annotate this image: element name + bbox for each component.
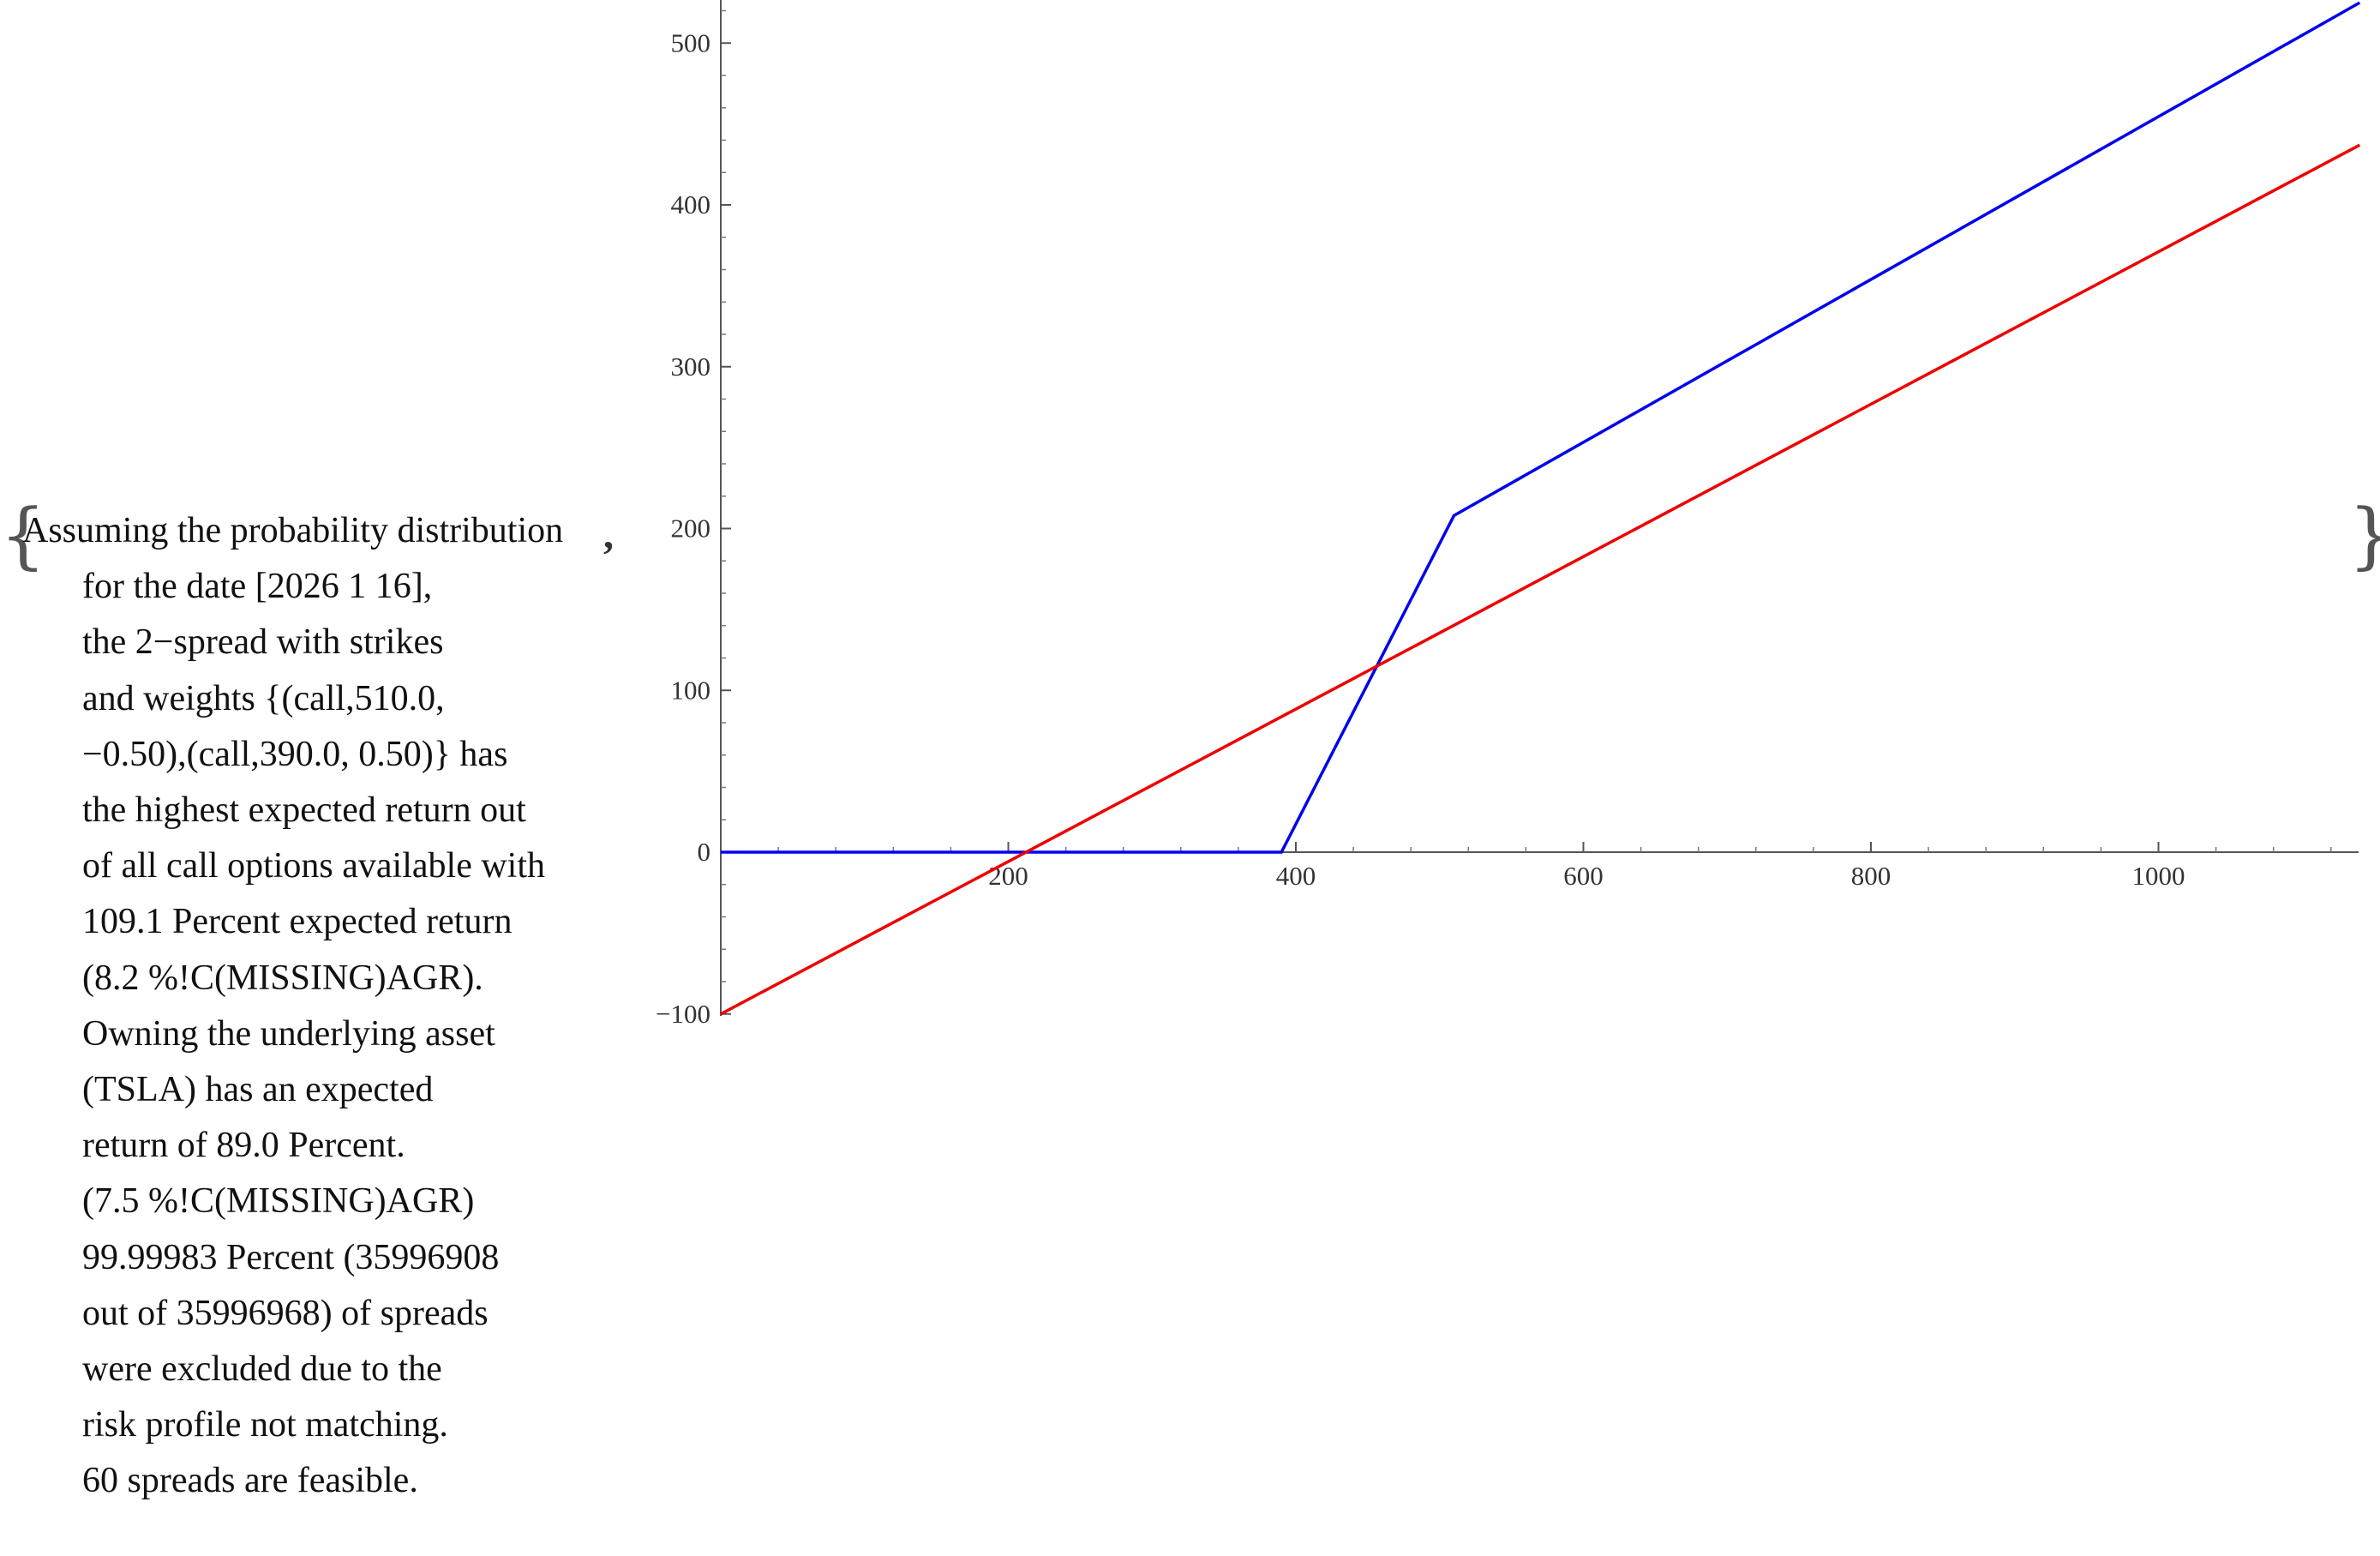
comma-separator: , bbox=[603, 512, 614, 557]
x-tick-label: 1000 bbox=[2132, 861, 2185, 891]
text-line-6: the highest expected return out bbox=[82, 790, 526, 831]
x-tick-label: 400 bbox=[1276, 861, 1316, 891]
close-brace: } bbox=[2348, 499, 2380, 571]
text-line-11: (TSLA) has an expected bbox=[82, 1070, 434, 1110]
text-line-4: and weights {(call,510.0, bbox=[82, 678, 445, 718]
y-tick-label: 200 bbox=[671, 514, 711, 544]
text-line-5: −0.50),(call,390.0, 0.50)} has bbox=[82, 734, 508, 774]
text-line-7: of all call options available with bbox=[82, 846, 546, 886]
text-line-14: 99.99983 Percent (35996908 bbox=[82, 1237, 500, 1277]
series-line-2 bbox=[720, 143, 2361, 1016]
result-description: Assuming the probability distribution fo… bbox=[22, 503, 622, 1510]
text-line-1: Assuming the probability distribution bbox=[22, 511, 564, 550]
text-line-13: (7.5 %!C(MISSING)AGR) bbox=[82, 1181, 475, 1222]
text-line-18: 60 spreads are feasible. bbox=[82, 1461, 418, 1501]
text-line-17: risk profile not matching. bbox=[82, 1405, 448, 1445]
text-line-10: Owning the underlying asset bbox=[82, 1013, 495, 1054]
y-tick-label: 500 bbox=[671, 27, 711, 57]
text-line-9: (8.2 %!C(MISSING)AGR). bbox=[82, 958, 483, 998]
axes: −100 0 100 200 300 400 500 200 400 600 800 1000 bbox=[656, 0, 2359, 1029]
y-tick-label: 0 bbox=[698, 837, 711, 867]
y-tick-label: 300 bbox=[671, 351, 711, 381]
text-line-3: the 2−spread with strikes bbox=[82, 622, 444, 663]
x-tick-label: 200 bbox=[988, 861, 1028, 891]
y-tick-label: 100 bbox=[671, 675, 711, 705]
series-line-1 bbox=[721, 1, 2361, 854]
y-tick-label: 400 bbox=[671, 189, 711, 219]
x-tick-label: 600 bbox=[1563, 861, 1604, 891]
y-tick-label: −100 bbox=[656, 999, 710, 1029]
open-brace: { bbox=[0, 493, 46, 577]
text-line-8: 109.1 Percent expected return bbox=[82, 902, 513, 942]
x-tick-label: 800 bbox=[1851, 861, 1891, 891]
series-layer bbox=[720, 1, 2361, 1016]
text-line-12: return of 89.0 Percent. bbox=[82, 1126, 405, 1166]
text-line-2: for the date [2026 1 16], bbox=[82, 567, 433, 607]
text-line-16: were excluded due to the bbox=[82, 1349, 442, 1390]
text-line-15: out of 35996968) of spreads bbox=[82, 1293, 489, 1333]
